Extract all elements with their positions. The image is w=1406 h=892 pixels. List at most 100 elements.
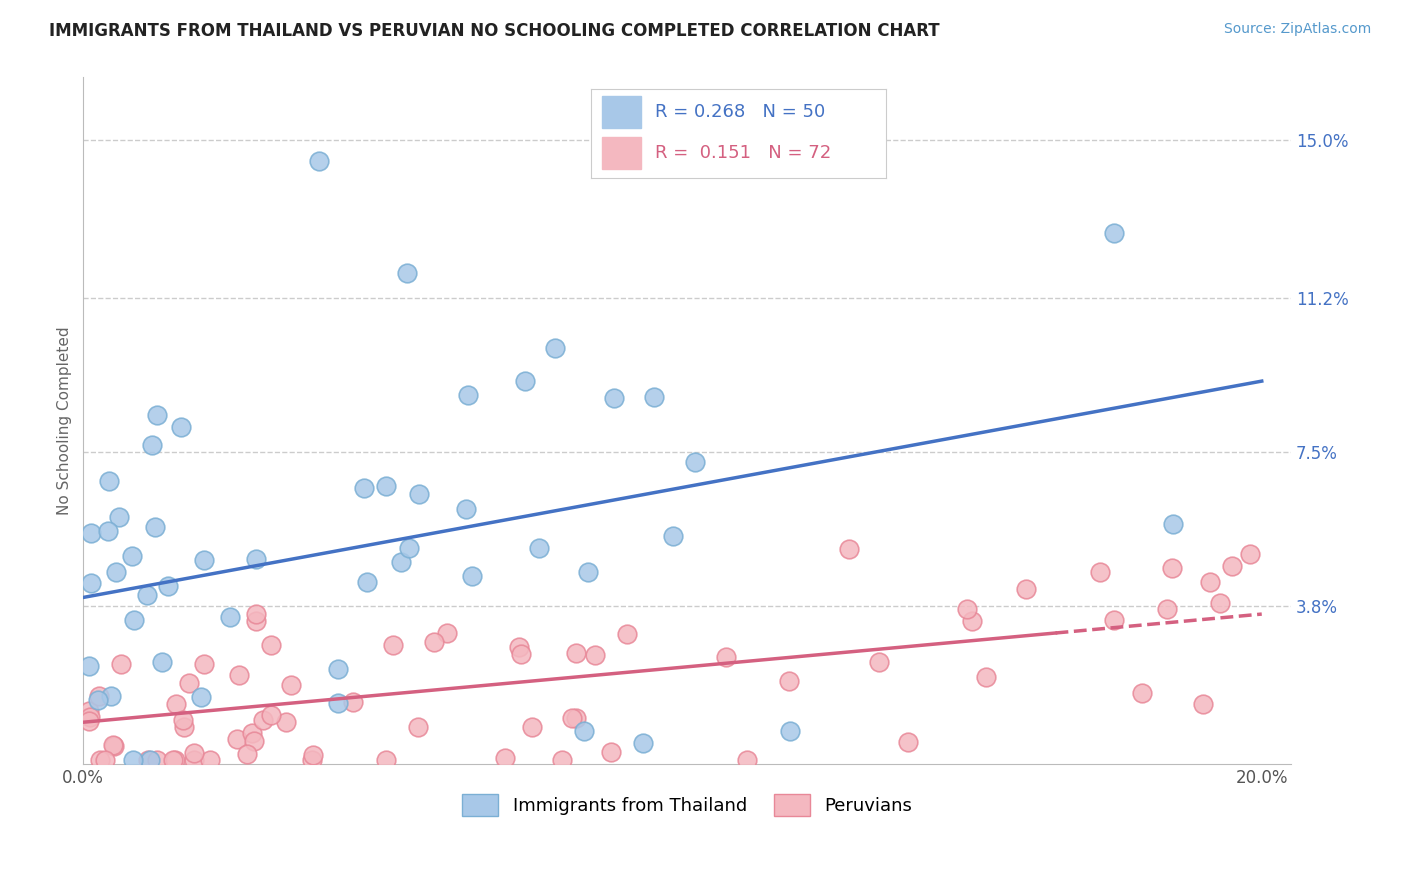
Bar — [602, 137, 641, 169]
Point — [897, 735, 920, 749]
Point — [225, 731, 247, 746]
Point — [960, 615, 983, 629]
Point — [460, 569, 482, 583]
Point — [183, 746, 205, 760]
Point — [375, 479, 398, 493]
Point — [235, 747, 257, 761]
Point — [520, 721, 543, 735]
Point — [136, 588, 159, 602]
Text: IMMIGRANTS FROM THAILAND VS PERUVIAN NO SCHOOLING COMPLETED CORRELATION CHART: IMMIGRANTS FROM THAILAND VS PERUVIAN NO … — [49, 22, 939, 40]
Point — [77, 659, 100, 673]
Point — [456, 501, 478, 516]
Point — [616, 627, 638, 641]
Point — [198, 753, 221, 767]
Bar — [602, 96, 641, 128]
Point — [572, 723, 595, 738]
Point — [243, 734, 266, 748]
Point — [245, 614, 267, 628]
Point — [326, 662, 349, 676]
Point — [97, 524, 120, 538]
Point — [398, 541, 420, 556]
Point — [1130, 686, 1153, 700]
Point — [779, 723, 801, 738]
Point — [381, 638, 404, 652]
Y-axis label: No Schooling Completed: No Schooling Completed — [58, 326, 72, 515]
Point — [1156, 602, 1178, 616]
Point — [94, 753, 117, 767]
Point — [79, 576, 101, 591]
Point — [578, 566, 600, 580]
Point — [280, 677, 302, 691]
Point — [121, 753, 143, 767]
Point — [1239, 547, 1261, 561]
Point — [301, 753, 323, 767]
Point — [494, 751, 516, 765]
Point — [1163, 517, 1185, 532]
Point — [1088, 565, 1111, 579]
Point — [602, 391, 624, 405]
Point — [89, 753, 111, 767]
Point — [103, 738, 125, 752]
Point — [108, 510, 131, 524]
Point — [1104, 226, 1126, 240]
Point — [110, 657, 132, 672]
Point — [139, 753, 162, 767]
Point — [408, 720, 430, 734]
Point — [1220, 559, 1243, 574]
Point — [183, 753, 205, 767]
Point — [1160, 561, 1182, 575]
Point — [87, 693, 110, 707]
Point — [1191, 697, 1213, 711]
Point — [150, 655, 173, 669]
Point — [80, 526, 103, 541]
Point — [143, 520, 166, 534]
Point — [156, 579, 179, 593]
Point — [260, 707, 283, 722]
Point — [565, 646, 588, 660]
Point — [838, 541, 860, 556]
Point — [146, 408, 169, 422]
Point — [683, 455, 706, 469]
Point — [97, 474, 120, 488]
Point — [544, 341, 567, 355]
Point — [508, 640, 530, 655]
Point — [259, 638, 281, 652]
Point — [561, 711, 583, 725]
Point — [436, 626, 458, 640]
Point — [179, 676, 201, 690]
Point — [172, 713, 194, 727]
Point — [408, 487, 430, 501]
Point — [228, 667, 250, 681]
Point — [631, 736, 654, 750]
Point — [974, 670, 997, 684]
Point — [551, 753, 574, 767]
Point — [778, 674, 800, 689]
Text: R =  0.151   N = 72: R = 0.151 N = 72 — [655, 145, 832, 162]
Point — [145, 753, 167, 767]
Point — [328, 696, 350, 710]
Point — [515, 374, 537, 388]
Point — [122, 613, 145, 627]
Point — [276, 714, 298, 729]
Point — [79, 710, 101, 724]
Point — [353, 481, 375, 495]
Point — [583, 648, 606, 662]
Point — [527, 541, 550, 556]
Point — [245, 552, 267, 566]
Point — [342, 695, 364, 709]
Point — [356, 574, 378, 589]
Point — [77, 714, 100, 728]
Point — [396, 266, 419, 280]
Point — [245, 607, 267, 621]
Point — [423, 635, 446, 649]
Point — [165, 697, 187, 711]
Legend: Immigrants from Thailand, Peruvians: Immigrants from Thailand, Peruvians — [456, 787, 920, 823]
Point — [1015, 582, 1038, 596]
Point — [190, 690, 212, 704]
Text: Source: ZipAtlas.com: Source: ZipAtlas.com — [1223, 22, 1371, 37]
Point — [169, 419, 191, 434]
Point — [162, 753, 184, 767]
Point — [661, 529, 683, 543]
Point — [735, 753, 758, 767]
Point — [714, 650, 737, 665]
